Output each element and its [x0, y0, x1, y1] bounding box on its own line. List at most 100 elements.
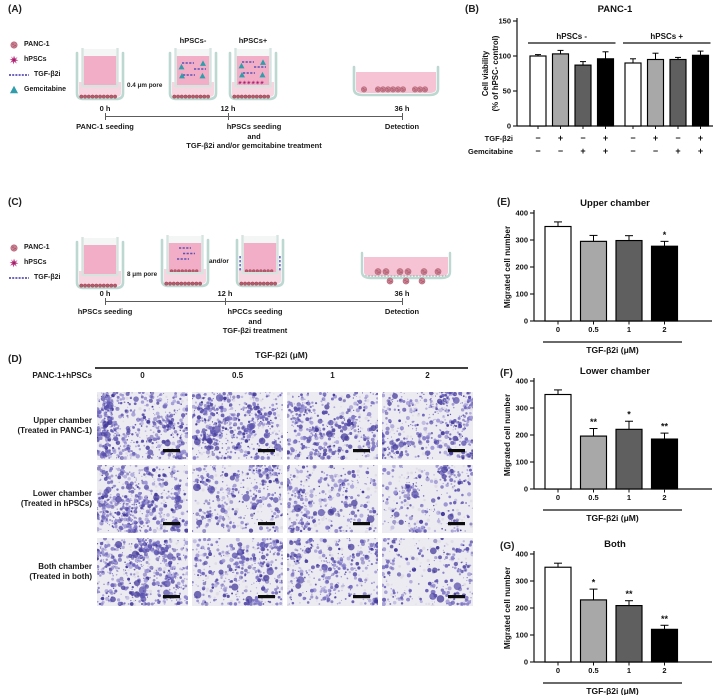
panel-a-legend: PANC-1 hPSCs TGF-β2i Gemcitabine: [8, 39, 66, 95]
y-tick-label: 100: [515, 631, 528, 640]
sign-cell: +: [603, 133, 608, 143]
column-label-0: 0: [140, 371, 145, 380]
y-tick-label: 0: [507, 122, 511, 131]
bar-G-2: [615, 604, 643, 663]
caption-line: and: [248, 316, 262, 326]
timepoint-0h: 0 h: [99, 104, 111, 113]
y-tick-label: 150: [498, 17, 511, 26]
y-tick-label: 200: [515, 604, 528, 613]
panel-g-label: (G): [500, 541, 515, 552]
significance-marker: *: [627, 410, 631, 420]
row-label-upper-chamber: Upper chamber (Treated in PANC-1): [0, 392, 92, 460]
y-tick-label: 100: [515, 458, 528, 467]
timeline-tick-12h: [225, 298, 227, 305]
bar-B-4: [624, 62, 642, 127]
migration-image-r2-c2: [287, 538, 378, 606]
bar-B-1: [551, 53, 570, 127]
x-tick-label: 2: [662, 325, 666, 334]
group-header-label: hPSCs +: [650, 32, 683, 41]
caption-line: hPSCs seeding: [226, 122, 282, 131]
sign-cell: +: [603, 146, 608, 156]
pore-size-label: 0.4 μm pore: [127, 82, 163, 89]
legend-label: PANC-1: [24, 41, 50, 48]
bar-B-2: [574, 64, 592, 127]
timeline-tick-12h: [228, 113, 230, 120]
x-tick-label: 0: [556, 325, 560, 334]
panel-c-legend: PANC-1 hPSCs TGF-β2i: [8, 242, 60, 283]
migration-image-r1-c2: [287, 465, 378, 533]
x-tick-label: 0: [556, 493, 560, 502]
transwell-diagram-hpscs-plus: [228, 48, 278, 101]
legend-item-tgfb2i: TGF-β2i: [8, 69, 66, 80]
y-tick-label: 300: [515, 404, 528, 413]
row-label-line: Both chamber: [38, 561, 92, 571]
panel-c: (C) PANC-1 hPSCs TGF-β2i and/or 8 μm por…: [0, 195, 460, 350]
sign-cell: +: [675, 146, 680, 156]
legend-label: Gemcitabine: [24, 86, 67, 93]
x-tick-label: 1: [627, 666, 631, 675]
bar-B-0: [529, 55, 547, 127]
timeline-line: [105, 301, 402, 303]
row-label-both-chamber: Both chamber (Treated in both): [0, 538, 92, 606]
legend-item-gemcitabine: Gemcitabine: [8, 84, 66, 95]
chart-title: Upper chamber: [580, 198, 650, 209]
bar-F-1: [579, 435, 608, 490]
y-axis-label: (% of hPSC- control): [491, 35, 500, 111]
caption-line: TGF-β2i and/or gemcitabine treatment: [186, 141, 322, 150]
hpsc-star-icon: [9, 258, 19, 267]
row-label-line: (Treated in hPSCs): [20, 499, 92, 508]
row-label-line: (Treated in both): [29, 572, 92, 581]
chart-title: PANC-1: [598, 4, 633, 15]
row-header: PANC-1+hPSCs: [32, 371, 92, 380]
legend-label: hPSCs: [24, 259, 47, 266]
x-axis-label: TGF-β2i (μM): [586, 345, 639, 355]
gemcitabine-triangle-icon: [9, 85, 19, 93]
migration-image-r2-c1: [192, 538, 283, 606]
migration-image-r0-c1: [192, 392, 283, 460]
sign-cell: +: [698, 133, 703, 143]
y-tick-label: 400: [515, 377, 528, 386]
x-axis-label: TGF-β2i (μM): [586, 686, 639, 695]
legend-label: TGF-β2i: [34, 274, 61, 281]
sign-cell: −: [535, 146, 540, 156]
x-tick-label: 2: [662, 666, 666, 675]
transwell-diagram-hpscs-minus: [168, 48, 218, 101]
legend-item-hpscs: hPSCs: [8, 257, 60, 268]
group-header-label: hPSCs -: [556, 32, 587, 41]
and-or-label: and/or: [209, 258, 229, 265]
tgf-concentration-header: TGF-β2i (μM): [255, 350, 308, 360]
hpscs-minus-label: hPSCs-: [179, 36, 207, 45]
panel-e-chart: Upper chamber 0 100 200 300 400 Migrated cell …: [470, 193, 720, 361]
transwell-diagram-panc1-seeding: [75, 48, 125, 101]
timepoint-12h: 12 h: [217, 289, 233, 298]
caption-line: TGF-β2i treatment: [222, 326, 288, 335]
row-label-line: (Treated in PANC-1): [17, 426, 92, 435]
x-axis-label: TGF-β2i (μM): [586, 513, 639, 523]
timepoint-36h: 36 h: [394, 104, 410, 113]
sign-cell: −: [558, 146, 563, 156]
panel-f-label: (F): [500, 368, 513, 379]
legend-item-tgfb2i: TGF-β2i: [8, 272, 60, 283]
sign-cell: +: [580, 146, 585, 156]
panel-f-chart: Lower chamber 0 100 200 300 400 Migrated cell …: [470, 361, 720, 529]
sign-cell: +: [698, 146, 703, 156]
migration-image-r1-c1: [192, 465, 283, 533]
detection-dish-diagram: [352, 65, 440, 97]
pore-size-label: 8 μm pore: [127, 271, 158, 278]
panel-a-label: (A): [8, 4, 22, 15]
x-tick-label: 0.5: [588, 666, 598, 675]
sign-row-label: Gemcitabine: [468, 147, 513, 156]
timeline-tick-36h: [402, 298, 404, 305]
legend-label: TGF-β2i: [34, 71, 61, 78]
x-tick-label: 0: [556, 666, 560, 675]
panc1-cell-icon: [10, 243, 18, 252]
legend-label: PANC-1: [24, 244, 50, 251]
chart-title: Both: [604, 539, 626, 550]
migration-image-r2-c3: [382, 538, 473, 606]
sign-cell: +: [653, 133, 658, 143]
caption-line: and: [247, 131, 261, 141]
legend-label: hPSCs: [24, 56, 47, 63]
timeline-tick-0h: [105, 298, 107, 305]
transwell-diagram-tgf-upper: [160, 235, 210, 288]
